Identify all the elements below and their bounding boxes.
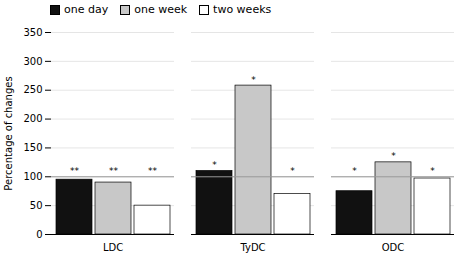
svg-text:TyDC: TyDC — [239, 242, 265, 253]
svg-text:250: 250 — [23, 84, 42, 95]
svg-text:*: * — [290, 166, 295, 176]
svg-text:50: 50 — [30, 200, 43, 211]
html-text:one day: one day — [64, 3, 109, 16]
svg-text:*: * — [212, 160, 217, 170]
svg-text:*: * — [352, 166, 357, 176]
svg-text:*: * — [251, 75, 256, 85]
svg-text:150: 150 — [23, 142, 42, 153]
svg-text:ODC: ODC — [382, 242, 405, 253]
svg-text:Percentage of changes: Percentage of changes — [3, 76, 14, 190]
svg-text:*: * — [391, 151, 396, 161]
svg-text:*: * — [430, 166, 435, 176]
svg-text:200: 200 — [23, 113, 42, 124]
svg-text:350: 350 — [23, 27, 42, 38]
svg-text:100: 100 — [23, 171, 42, 182]
html-text:two weeks: two weeks — [213, 3, 272, 16]
svg-text:0: 0 — [36, 229, 42, 240]
svg-text:**: ** — [109, 166, 119, 176]
html-text:one week: one week — [134, 3, 188, 16]
svg-text:**: ** — [148, 166, 158, 176]
svg-text:**: ** — [70, 166, 80, 176]
svg-text:300: 300 — [23, 56, 42, 67]
svg-text:LDC: LDC — [103, 242, 123, 253]
